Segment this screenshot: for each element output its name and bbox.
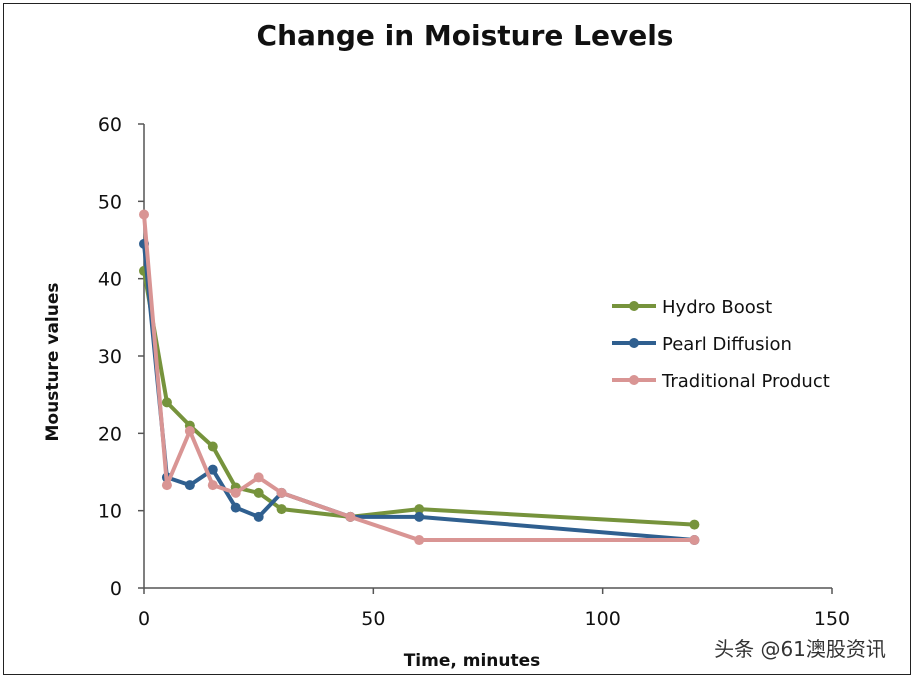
data-point — [253, 511, 264, 522]
data-point — [161, 480, 172, 491]
series-line — [142, 214, 695, 543]
data-point — [207, 480, 218, 491]
legend-swatch-marker — [629, 338, 639, 348]
legend-label: Traditional Product — [661, 371, 830, 392]
legend-item: Traditional Product — [612, 371, 830, 392]
series-pearl-diffusion — [139, 238, 700, 546]
data-point — [230, 502, 241, 513]
y-tick-label: 20 — [98, 423, 122, 445]
legend: Hydro Boost Pearl Diffusion Traditional Pr… — [612, 297, 830, 392]
y-tick-label: 50 — [98, 191, 122, 213]
series-line — [142, 243, 695, 543]
x-tick-label: 0 — [138, 608, 150, 630]
y-tick-label: 60 — [98, 114, 122, 136]
data-point — [276, 504, 287, 515]
data-point — [414, 535, 425, 546]
series-layer — [139, 209, 700, 546]
data-point — [345, 511, 356, 522]
series-line — [142, 270, 695, 527]
y-tick-label: 10 — [98, 501, 122, 523]
series-traditional-product — [139, 209, 700, 546]
axes: 0 10 20 30 40 50 60 0 50 100 150 — [98, 114, 850, 630]
data-point — [207, 464, 218, 475]
data-point — [253, 472, 264, 483]
legend-label: Pearl Diffusion — [662, 334, 792, 355]
y-tick-label: 30 — [98, 346, 122, 368]
data-point — [414, 511, 425, 522]
data-point — [184, 480, 195, 491]
y-tick-label: 40 — [98, 269, 122, 291]
legend-item: Pearl Diffusion — [612, 334, 792, 355]
watermark-text: 头条 @61澳股资讯 — [714, 637, 886, 661]
data-point — [139, 209, 149, 220]
y-tick-label: 0 — [110, 578, 122, 600]
x-tick-label: 50 — [361, 608, 385, 630]
x-tick-label: 150 — [814, 608, 850, 630]
legend-label: Hydro Boost — [662, 297, 772, 318]
y-axis-title: Mousture values — [43, 282, 63, 441]
data-point — [207, 441, 218, 452]
x-axis-title: Time, minutes — [404, 651, 541, 671]
data-point — [414, 504, 425, 515]
data-point — [184, 426, 195, 437]
x-tick-label: 100 — [585, 608, 621, 630]
data-point — [276, 487, 287, 498]
chart-title: Change in Moisture Levels — [257, 19, 674, 52]
legend-swatch-marker — [629, 301, 639, 311]
data-point — [161, 397, 172, 408]
legend-item: Hydro Boost — [612, 297, 772, 318]
data-point — [253, 487, 264, 498]
data-point — [689, 519, 700, 530]
data-point — [689, 535, 700, 546]
data-point — [230, 487, 241, 498]
legend-swatch-marker — [629, 375, 639, 385]
